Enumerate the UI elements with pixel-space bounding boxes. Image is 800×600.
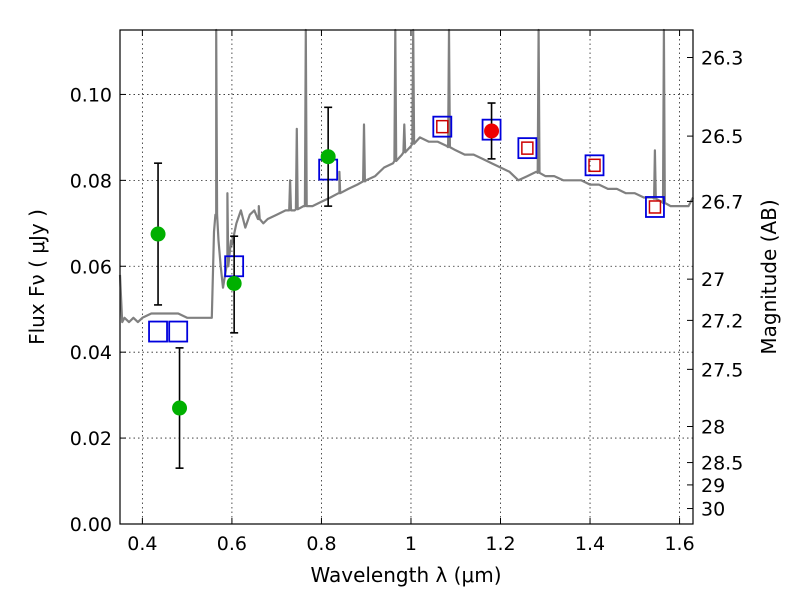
mag-tick-label: 26.5 bbox=[701, 126, 743, 148]
model-photometry-square bbox=[148, 320, 168, 343]
observed-point bbox=[484, 123, 500, 139]
observed-point bbox=[320, 149, 336, 165]
mag-tick-label: 27.2 bbox=[701, 310, 743, 332]
y-tick-label: 0.04 bbox=[70, 342, 112, 364]
sed-curve bbox=[118, 28, 694, 324]
x-tick-label: 0.6 bbox=[217, 533, 247, 555]
mag-tick-label: 27 bbox=[701, 269, 725, 291]
mag-tick-label: 27.5 bbox=[701, 359, 743, 381]
model-photometry-square-small bbox=[588, 158, 601, 173]
x-tick-label: 0.4 bbox=[127, 533, 157, 555]
sed-line bbox=[118, 28, 694, 324]
observed-point bbox=[172, 400, 188, 416]
model-photometry-square bbox=[645, 196, 665, 218]
model-photometry-square bbox=[584, 154, 605, 177]
mag-tick-label: 29 bbox=[701, 475, 725, 497]
y-tick-label: 0.10 bbox=[70, 84, 112, 106]
y-tick-label: 0.02 bbox=[70, 428, 112, 450]
data-points bbox=[148, 102, 665, 469]
model-photometry-square-small bbox=[521, 141, 534, 155]
observed-point bbox=[150, 226, 166, 242]
mag-tick-label: 26.3 bbox=[701, 47, 743, 69]
x-tick-label: 1 bbox=[405, 533, 417, 555]
y-tick-label: 0.00 bbox=[70, 514, 112, 536]
mag-tick-label: 28 bbox=[701, 416, 725, 438]
mag-tick-label: 30 bbox=[701, 499, 725, 521]
x-tick-label: 1.6 bbox=[664, 533, 694, 555]
observed-point bbox=[226, 275, 242, 291]
mag-tick-label: 26.7 bbox=[701, 191, 743, 213]
grid bbox=[120, 30, 693, 524]
model-photometry-square bbox=[517, 137, 538, 160]
x-tick-label: 1.2 bbox=[485, 533, 515, 555]
x-tick-label: 0.8 bbox=[306, 533, 336, 555]
y-axis-label-right: Magnitude (AB) bbox=[757, 199, 781, 354]
model-photometry-square-small bbox=[648, 200, 662, 214]
x-axis-label: Wavelength λ (μm) bbox=[310, 563, 501, 587]
plot-frame bbox=[119, 29, 694, 525]
mag-tick-label: 28.5 bbox=[701, 453, 743, 475]
y-axis-label: Flux Fν ( μJy ) bbox=[25, 209, 49, 345]
ticks: 0.4 0.6 0.8 1 1.2 1.4 1.6 0.00 0.02 0.04 0.06 0.08 0… bbox=[70, 30, 743, 555]
y-tick-label: 0.06 bbox=[70, 256, 112, 278]
model-photometry-square bbox=[432, 115, 453, 138]
x-tick-label: 1.4 bbox=[575, 533, 605, 555]
model-photometry-square-small bbox=[436, 119, 449, 134]
y-tick-label: 0.08 bbox=[70, 170, 112, 192]
model-photometry-square bbox=[168, 320, 189, 343]
